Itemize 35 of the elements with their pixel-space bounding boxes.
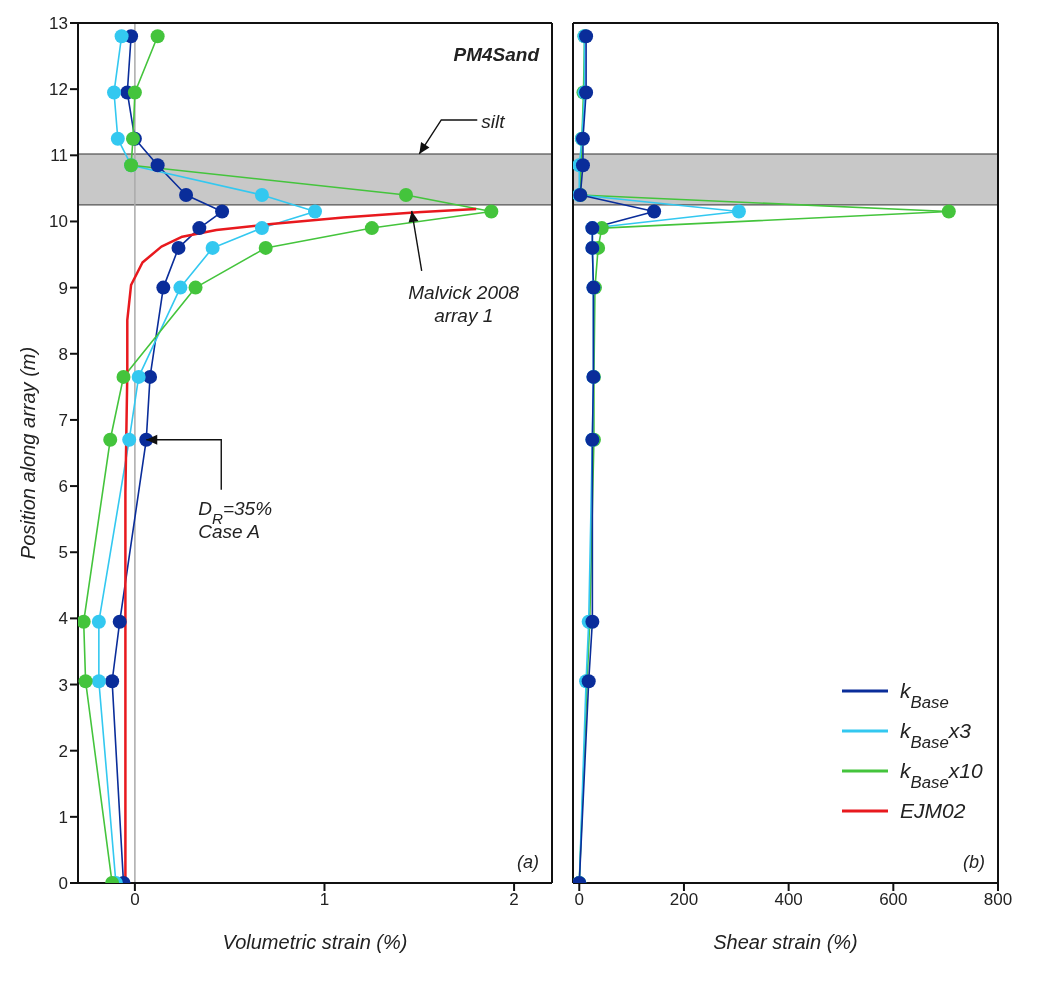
y-tick-label: 5 xyxy=(58,543,68,563)
x-tick-label: 600 xyxy=(879,890,908,910)
annotation: Malvick 2008 array 1 xyxy=(408,281,520,326)
annotation: D$_{R}$=35% Case A xyxy=(198,497,273,542)
x-tick-label: 0 xyxy=(130,890,140,910)
y-tick-label: 10 xyxy=(49,212,68,232)
y-axis-title: Position along array (m) xyxy=(17,346,40,560)
y-tick-label: 7 xyxy=(58,410,68,430)
y-tick-label: 9 xyxy=(58,278,68,298)
x-tick-label: 200 xyxy=(669,890,699,910)
annotation: PM4Sand xyxy=(453,44,539,66)
x-axis-title: Shear strain (%) xyxy=(713,931,858,953)
y-tick-label: 0 xyxy=(58,874,68,894)
legend-label: k$_{Base}$ xyxy=(900,679,949,712)
x-axis-title: Volumetric strain (%) xyxy=(222,931,408,953)
legend-label: EJM02 xyxy=(900,799,966,822)
x-tick-label: 2 xyxy=(509,890,519,910)
y-tick-label: 8 xyxy=(58,344,68,364)
y-tick-label: 6 xyxy=(58,477,68,497)
annotation: silt xyxy=(481,110,506,132)
legend-label: k$_{Base}$x3 xyxy=(900,719,972,752)
x-tick-label: 400 xyxy=(774,890,803,910)
x-tick-label: 800 xyxy=(983,890,1013,910)
annotation: (a) xyxy=(517,852,539,873)
y-tick-label: 1 xyxy=(58,807,68,827)
y-tick-label: 2 xyxy=(58,741,68,761)
legend-label: k$_{Base}$x10 xyxy=(900,759,983,792)
y-tick-label: 13 xyxy=(49,14,68,34)
y-tick-label: 3 xyxy=(58,675,68,695)
y-tick-label: 4 xyxy=(58,609,68,629)
x-tick-label: 0 xyxy=(574,890,585,910)
y-tick-label: 12 xyxy=(49,80,68,100)
x-tick-label: 1 xyxy=(319,890,330,910)
annotation: (b) xyxy=(963,852,985,873)
y-tick-label: 11 xyxy=(50,146,68,166)
